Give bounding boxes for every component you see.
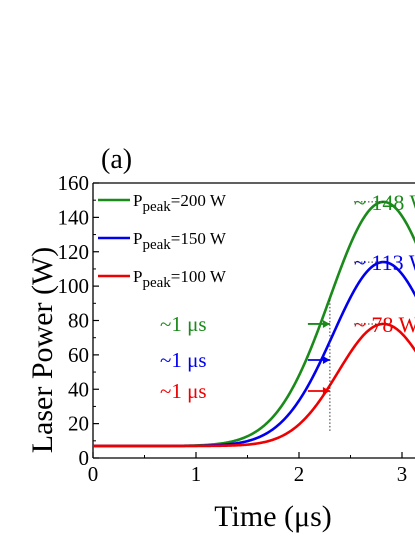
x-tick-label: 1 [191,462,202,486]
y-tick-label: 120 [58,240,90,264]
y-tick-label: 60 [68,343,89,367]
axes: 020406080100120140160012345 [58,171,415,486]
width-arrow-left-head [322,319,330,328]
legend-entry-subscript: peak [142,199,171,215]
width-arrow-left-head [322,386,330,395]
x-tick-label: 2 [294,462,305,486]
legend-entry-symbol: P [133,191,142,210]
width-annotation: ~1 μs [160,379,207,403]
curves [93,200,415,448]
legend-entry-subscript: peak [142,237,171,253]
peak-annotation: ~ 113 W [354,250,415,275]
x-axis-label: Time (μs) [214,500,332,533]
width-annotation: ~1 μs [160,312,207,336]
y-tick-label: 20 [68,412,89,436]
legend-entry-subscript: peak [142,275,171,291]
legend-entry: Ppeak=150 W [133,229,227,253]
legend-entry-value: =100 W [171,267,227,286]
legend-entry: Ppeak=200 W [133,191,227,215]
peak-annotation: ~ 78 W [354,312,415,337]
x-tick-label: 3 [397,462,408,486]
legend-entry-value: =150 W [171,229,227,248]
y-tick-label: 0 [79,446,90,470]
y-tick-label: 100 [58,274,90,298]
series-line [93,322,415,448]
legend-entry: Ppeak=100 W [133,267,227,291]
y-axis-label: Laser Power (W) [26,247,59,454]
y-tick-label: 40 [68,377,89,401]
x-tick-label: 0 [88,462,99,486]
y-tick-label: 80 [68,309,89,333]
y-tick-label: 140 [58,205,90,229]
legend-entry-symbol: P [133,267,142,286]
y-tick-label: 160 [58,171,90,195]
legend-entry-value: =200 W [171,191,227,210]
panel-label: (a) [101,144,132,175]
width-annotation: ~1 μs [160,348,207,372]
legend-entry-symbol: P [133,229,142,248]
series-line [93,260,415,448]
width-arrow-left-head [322,356,330,365]
peak-annotation: ~ 148 W [354,190,415,215]
